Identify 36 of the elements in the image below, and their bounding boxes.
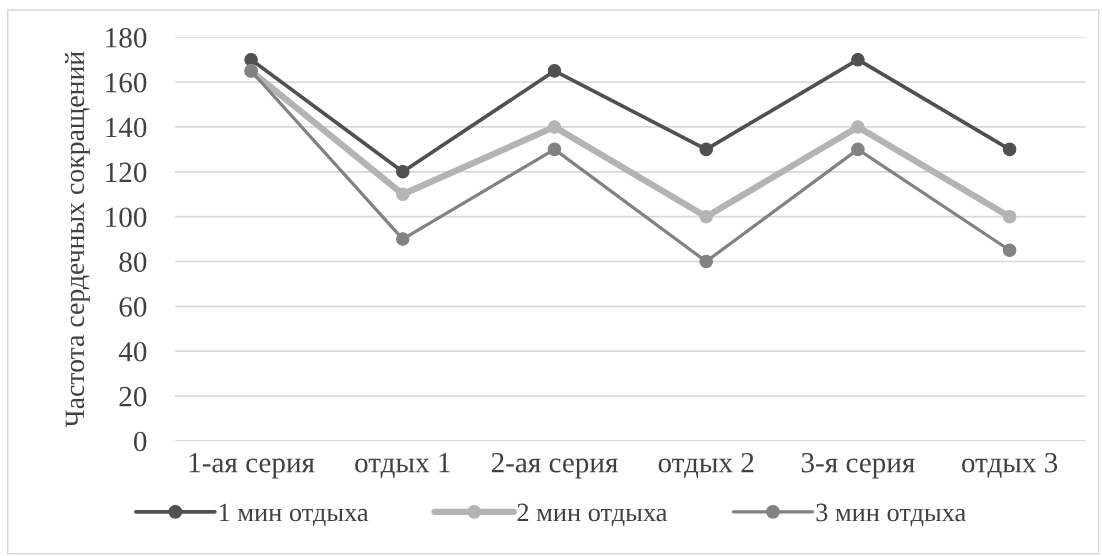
point: [699, 142, 713, 157]
x-tick-label: отдых 2: [658, 452, 754, 478]
point: [547, 142, 562, 157]
y-axis-title: Частота сердечных сокращений: [64, 51, 90, 428]
point: [547, 64, 562, 78]
point: [851, 52, 865, 67]
legend-label: 3 мин отдыха: [816, 503, 966, 527]
point: [851, 142, 865, 157]
x-tick-label: отдых 1: [355, 453, 450, 478]
legend-label: 2 мин отдыха: [517, 503, 668, 527]
y-tick-label: 120: [106, 162, 147, 183]
point: [699, 254, 713, 269]
point: [396, 165, 410, 179]
y-tick-label: 160: [106, 72, 147, 93]
legend-label: 1 мин отдыха: [219, 503, 369, 527]
point: [547, 120, 562, 134]
x-tick-label: 2-ая серия: [491, 452, 618, 479]
y-tick-label: 100: [106, 207, 147, 228]
y-tick-label: 20: [119, 386, 147, 407]
point: [244, 52, 258, 67]
x-tick-label: отдых 3: [962, 452, 1058, 478]
y-tick-label: 80: [119, 252, 147, 272]
point: [1002, 142, 1017, 157]
point: [1002, 209, 1017, 224]
y-tick-label: 180: [106, 27, 147, 48]
point: [1002, 243, 1017, 258]
x-tick-label: 3-я серия: [801, 452, 915, 479]
y-tick-label: 60: [119, 297, 147, 317]
point: [851, 120, 865, 134]
y-tick-label: 40: [118, 341, 147, 362]
point: [396, 232, 410, 246]
y-tick-label: 0: [133, 431, 147, 452]
point: [396, 187, 410, 201]
point: [699, 209, 713, 224]
y-tick-label: 140: [106, 117, 147, 138]
x-tick-label: 1-ая серия: [189, 453, 315, 479]
